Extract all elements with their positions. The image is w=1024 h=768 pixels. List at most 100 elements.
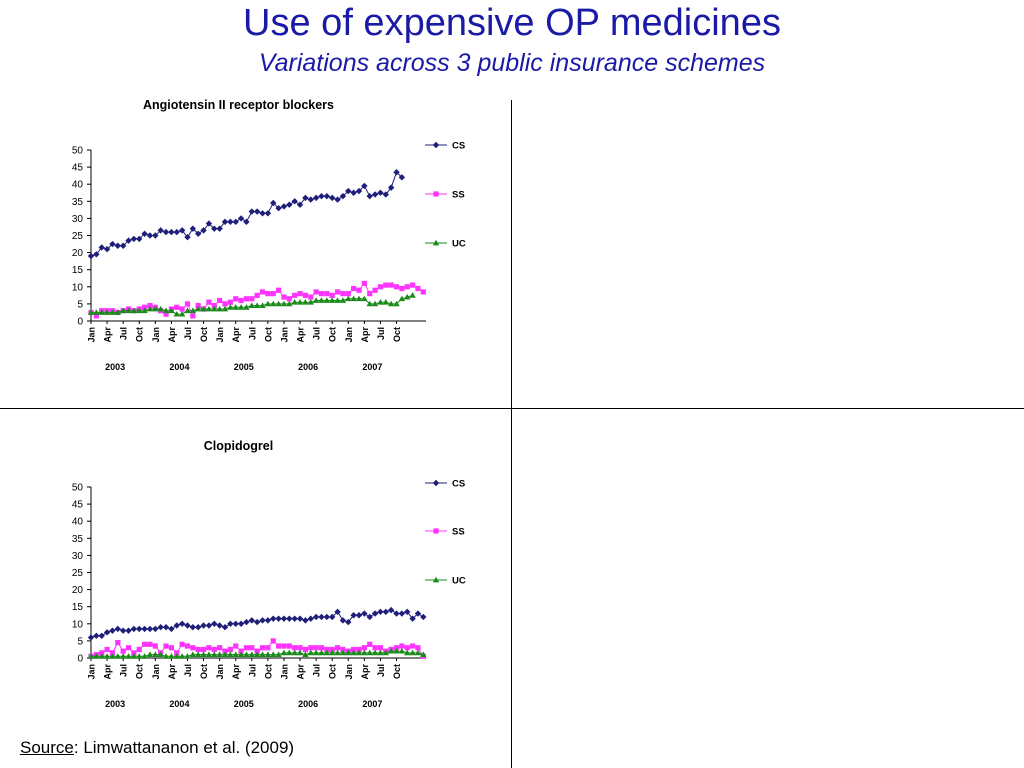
data-point [350,189,357,196]
data-point [233,296,239,302]
data-point [292,292,298,298]
data-point [195,230,202,237]
data-point [178,653,186,659]
data-point [152,625,159,633]
data-point [87,653,95,659]
data-point [297,645,303,651]
y-tick-label: 15 [72,265,84,276]
data-point [302,298,309,305]
data-point [152,643,158,649]
data-point [254,292,260,298]
x-tick-label: Oct [199,327,209,342]
data-point [174,650,180,656]
data-point [318,297,325,303]
x-tick-label: Jan [87,327,97,343]
data-point [141,653,148,659]
series-cs [87,169,406,260]
data-point [340,291,346,297]
series-uc [87,292,416,317]
data-point [307,615,314,622]
y-tick-label: 25 [72,231,84,242]
data-point [420,613,427,621]
data-point [393,284,400,290]
data-point [415,285,421,292]
data-point [387,606,395,614]
data-point [292,645,298,651]
data-point [109,627,116,634]
data-point [302,651,309,657]
legend-entry-cs: CS [425,141,465,152]
data-point [179,306,185,312]
x-tick-label: Oct [199,664,209,679]
data-point [173,653,180,659]
data-point [361,610,368,617]
year-label: 2006 [298,362,318,372]
data-point [206,645,212,651]
x-tick-label: Jan [151,664,161,680]
x-tick-label: Apr [296,664,306,680]
data-point [87,634,95,641]
data-point [98,244,105,251]
data-point [377,298,384,305]
data-point [253,651,261,657]
x-tick-label: Oct [392,664,402,679]
data-point [184,622,191,629]
data-point [265,291,271,297]
data-point [339,617,347,624]
data-point [286,643,292,649]
data-point [377,645,384,651]
data-point [189,651,197,657]
chart-coxibs: Coxibs05101520253035404550JanAprJulOctJa… [513,432,1023,732]
data-point [339,192,347,200]
data-point [168,307,175,314]
x-tick-label: Oct [263,327,273,342]
legend-entry-ss: SS [425,527,465,538]
x-tick-label: Apr [360,327,370,343]
data-point [372,645,378,651]
data-point [119,307,127,314]
legend-entry-cs: CS [425,479,465,490]
data-point [142,641,148,647]
data-point [125,237,132,244]
data-point [382,608,389,616]
y-tick-label: 30 [72,551,84,562]
data-point [253,208,261,215]
x-tick-label: Jan [87,664,97,680]
year-label: 2003 [105,362,125,372]
x-tick-label: Jan [279,664,289,680]
data-point [254,648,260,654]
data-point [222,301,228,307]
data-point [329,297,336,303]
legend-marker [432,576,440,583]
data-point [243,296,250,302]
data-point [265,645,271,651]
y-tick-label: 20 [72,248,84,259]
data-point [366,192,373,200]
data-point [115,640,121,646]
data-point [415,645,421,651]
data-point [146,305,154,312]
series-uc [87,647,427,659]
data-point [142,304,148,310]
source-text: : Limwattananon et al. (2009) [73,738,295,757]
data-point [350,295,357,302]
data-point [253,302,261,309]
data-point [243,651,250,657]
x-tick-label: Apr [103,664,113,680]
data-point [313,645,319,651]
data-point [93,251,100,258]
data-point [276,643,282,649]
data-point [264,651,272,657]
data-point [173,228,180,236]
y-tick-label: 45 [72,163,84,174]
legend-entry-ss: SS [425,190,465,201]
data-point [125,645,132,651]
series-ss [88,280,426,319]
data-point [211,620,218,627]
data-point [200,646,207,653]
x-tick-label: Jul [376,664,386,677]
data-point [270,291,276,297]
data-point [93,313,99,319]
data-point [275,204,282,212]
data-point [399,643,405,649]
